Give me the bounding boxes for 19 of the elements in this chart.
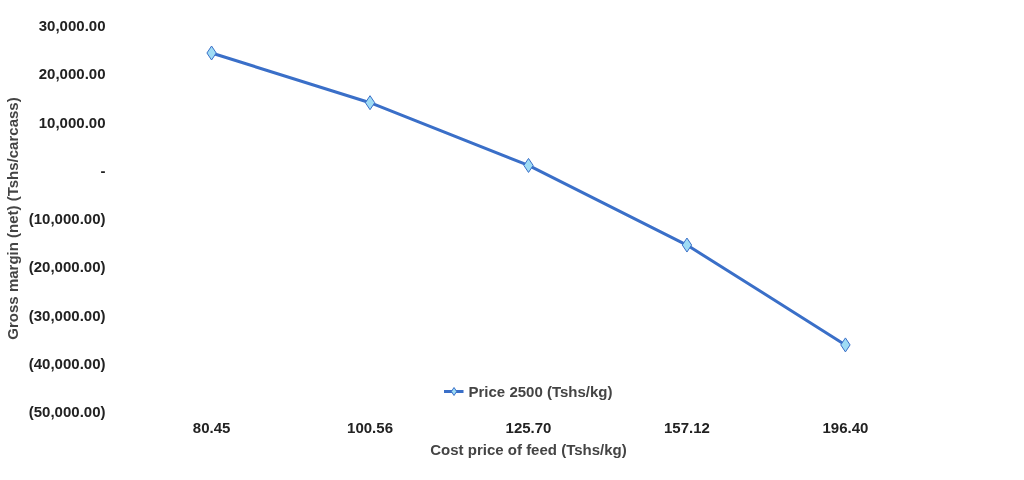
x-tick-label: 100.56 [347,418,393,436]
y-axis-title: Gross margin (net) (Tshs/carcass) [3,97,21,340]
y-tick-label: - [100,161,106,179]
x-tick-label: 157.12 [664,418,710,436]
point [681,237,693,253]
x-tick-label: 125.70 [505,418,552,436]
y-tick-label: (50,000.00) [28,403,106,420]
y-tick-label: 10,000.00 [38,113,106,131]
y-tick-label: 30,000.00 [38,17,106,34]
y-tick-label: (30,000.00) [28,306,106,324]
y-tick-label: (10,000.00) [28,210,106,227]
x-tick-label: 80.45 [192,418,231,436]
x-axis-title: Cost price of feed (Tshs/kg) [430,440,627,458]
y-tick-label: 20,000.00 [38,65,106,83]
y-tick-label: (40,000.00) [28,354,106,372]
x-tick-label: 196.40 [822,418,869,436]
legend-label: Price 2500 (Tshs/kg) [468,382,613,400]
y-tick-label: (20,000.00) [28,258,106,276]
point [364,95,376,111]
